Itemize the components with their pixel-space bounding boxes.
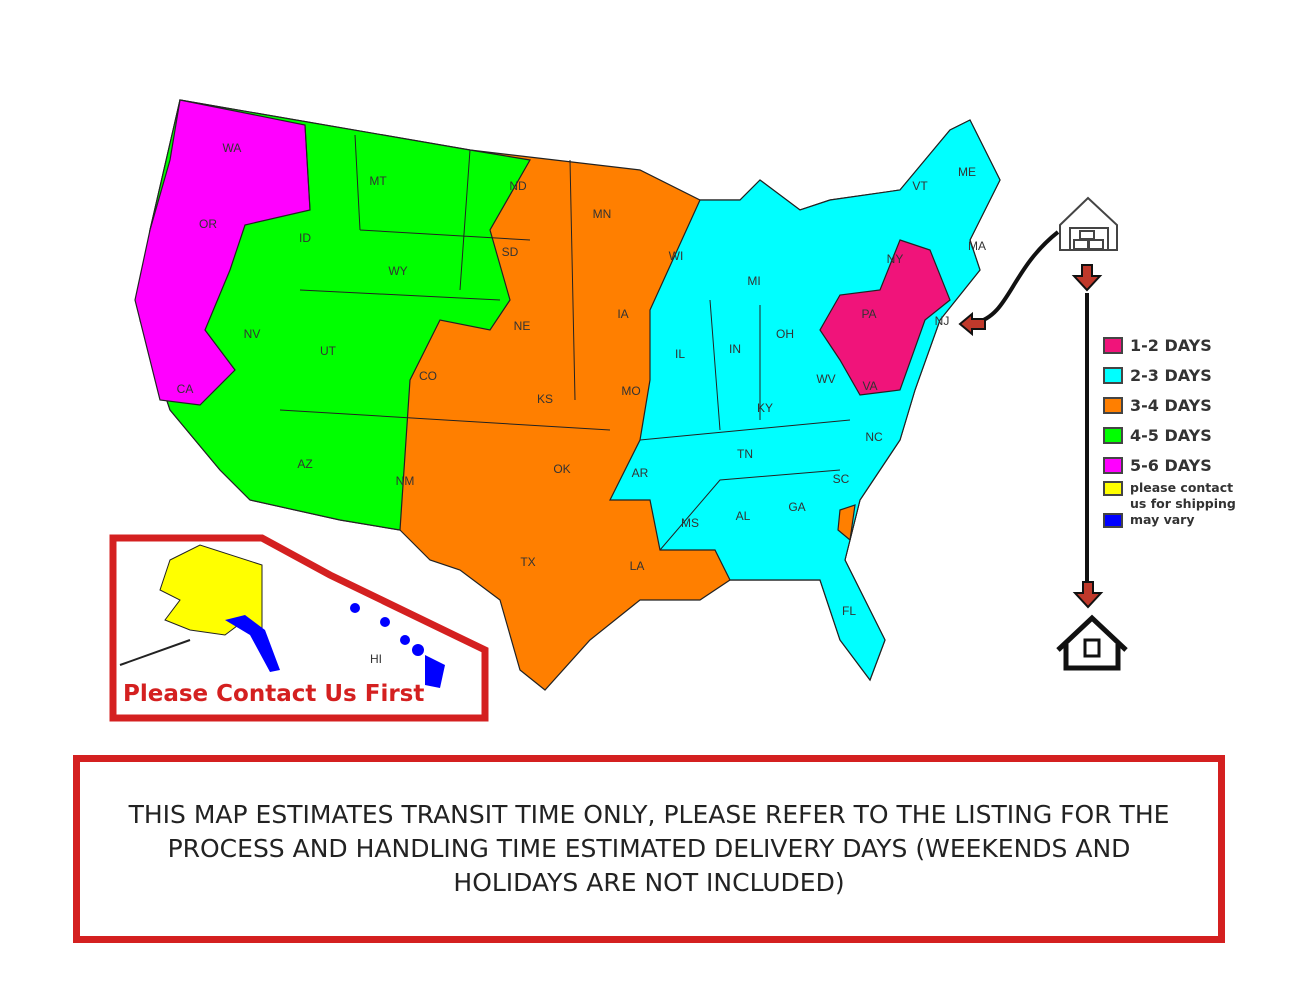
arrow-down-icon [1071, 264, 1103, 292]
legend-label: 4-5 DAYS [1130, 425, 1212, 445]
state-label-pa: PA [861, 307, 876, 321]
arrow-down-icon [1072, 581, 1104, 609]
state-label-ga: GA [788, 500, 805, 514]
state-label-ia: IA [617, 307, 628, 321]
legend-label: 5-6 DAYS [1130, 455, 1212, 475]
state-label-tx: TX [520, 555, 535, 569]
state-label-in: IN [729, 342, 741, 356]
legend-label: 3-4 DAYS [1130, 395, 1212, 415]
state-label-wv: WV [816, 372, 835, 386]
legend-swatch [1103, 480, 1123, 496]
legend-label: may vary [1130, 512, 1195, 527]
state-label-mn: MN [593, 207, 612, 221]
legend-swatch [1103, 426, 1123, 444]
state-label-mt: MT [369, 174, 387, 188]
state-label-sd: SD [502, 245, 519, 259]
state-label-id: ID [299, 231, 311, 245]
legend-label: 2-3 DAYS [1130, 365, 1212, 385]
state-label-ne: NE [514, 319, 531, 333]
alaska [159, 544, 263, 636]
zone-3-4-days-coast [837, 504, 856, 542]
inset-label: Please Contact Us First [123, 681, 425, 707]
state-label-ca: CA [177, 382, 194, 396]
state-label-ut: UT [320, 344, 337, 358]
state-label-tn: TN [737, 447, 753, 461]
state-label-mi: MI [747, 274, 760, 288]
state-label-nd: ND [509, 179, 527, 193]
legend-item: 5-6 DAYS [1103, 450, 1236, 480]
state-label-ky: KY [757, 401, 773, 415]
legend-item: 3-4 DAYS [1103, 390, 1236, 420]
state-label-nc: NC [865, 430, 883, 444]
state-label-ny: NY [887, 252, 904, 266]
legend-item: 1-2 DAYS [1103, 330, 1236, 360]
legend-swatch [1103, 512, 1123, 528]
transit-note: THIS MAP ESTIMATES TRANSIT TIME ONLY, PL… [73, 755, 1225, 943]
state-label-ms: MS [681, 516, 699, 530]
state-label-fl: FL [842, 604, 856, 618]
state-label-la: LA [630, 559, 645, 573]
state-label-me: ME [958, 165, 976, 179]
legend-swatch [1103, 366, 1123, 384]
state-label-hi: HI [370, 652, 382, 666]
house-icon [1056, 614, 1128, 671]
hawaii [350, 603, 445, 688]
state-label-ks: KS [537, 392, 553, 406]
state-label-al: AL [736, 509, 751, 523]
inset-frame [109, 534, 489, 722]
state-label-nj: NJ [935, 314, 950, 328]
state-label-wa: WA [223, 141, 242, 155]
warehouse-icon [1059, 196, 1118, 251]
state-label-nv: NV [244, 327, 261, 341]
legend-label: us for shipping [1130, 496, 1236, 511]
state-label-ok: OK [553, 462, 570, 476]
legend-swatch [1103, 456, 1123, 474]
state-label-wy: WY [388, 264, 407, 278]
state-label-va: VA [862, 379, 877, 393]
legend-item: may vary [1103, 512, 1236, 528]
legend-item: us for shipping [1103, 496, 1236, 512]
state-label-il: IL [675, 347, 685, 361]
state-label-wi: WI [669, 249, 684, 263]
state-label-az: AZ [297, 457, 312, 471]
legend-swatch [1103, 396, 1123, 414]
alaska-vary-area [225, 615, 280, 672]
state-label-or: OR [199, 217, 217, 231]
state-label-co: CO [419, 369, 437, 383]
zone-1-2-days [819, 239, 951, 396]
state-label-ma: MA [968, 239, 986, 253]
state-label-mo: MO [621, 384, 640, 398]
legend-item: please contact [1103, 480, 1236, 496]
legend-swatch [1103, 336, 1123, 354]
legend-item: 2-3 DAYS [1103, 360, 1236, 390]
state-label-vt: VT [912, 179, 928, 193]
state-label-oh: OH [776, 327, 794, 341]
legend: 1-2 DAYS 2-3 DAYS 3-4 DAYS 4-5 DAYS 5-6 DAYS… [1103, 330, 1236, 528]
legend-label: 1-2 DAYS [1130, 335, 1212, 355]
state-label-nm: NM [396, 474, 415, 488]
legend-label: please contact [1130, 480, 1234, 495]
legend-item: 4-5 DAYS [1103, 420, 1236, 450]
state-label-sc: SC [833, 472, 850, 486]
arrow-left-icon [958, 311, 986, 337]
state-label-ar: AR [632, 466, 649, 480]
